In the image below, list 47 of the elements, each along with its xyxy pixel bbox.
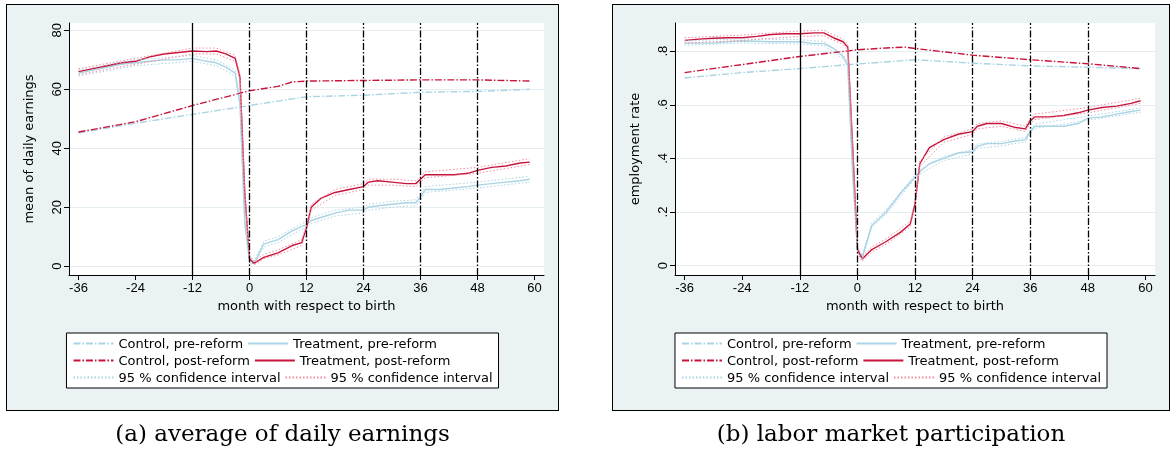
line-series xyxy=(77,88,531,134)
y-tick-label: .6 xyxy=(655,99,670,111)
x-tick-label: 48 xyxy=(1080,280,1096,295)
text: (b) labor market participation xyxy=(715,420,1067,446)
x-tick-label: 60 xyxy=(1138,280,1153,295)
y-tick-label: 40 xyxy=(49,141,64,156)
x-axis-title: month with respect to birth xyxy=(825,298,1005,313)
x-tick-label: -24 xyxy=(126,280,145,295)
x-tick-label: 24 xyxy=(356,280,371,295)
x-tick-label: 36 xyxy=(413,280,428,295)
x-tick-label: -36 xyxy=(69,280,88,295)
legend-label: Control, post-reform xyxy=(118,353,250,368)
legend-label: Control, post-reform xyxy=(726,353,859,368)
legend-label: 95 % confidence interval xyxy=(726,370,890,385)
text: (a) average of daily earnings xyxy=(114,420,451,446)
y-axis-title: mean of daily earnings xyxy=(21,74,36,224)
x-tick-label: 60 xyxy=(527,280,542,295)
x-tick-label: 0 xyxy=(245,280,254,295)
y-tick-label: .8 xyxy=(655,45,670,57)
legend-label: Control, pre-reform xyxy=(118,336,244,351)
x-tick-label: 24 xyxy=(965,280,980,295)
y-tick-label: .2 xyxy=(655,206,670,218)
x-axis-title: month with respect to birth xyxy=(217,298,396,313)
x-tick-label: -24 xyxy=(732,280,752,295)
x-tick-label: -12 xyxy=(790,280,810,295)
y-axis-title: employment rate xyxy=(627,92,642,206)
y-tick-label: 80 xyxy=(49,23,64,38)
legend-label: 95 % confidence interval xyxy=(939,370,1102,385)
legend-label: 95 % confidence interval xyxy=(330,370,493,385)
legend-label: Treatment, pre-reform xyxy=(292,336,437,351)
x-tick-label: 0 xyxy=(853,280,862,295)
y-tick-label: 0 xyxy=(49,262,64,270)
legend-label: Treatment, pre-reform xyxy=(900,336,1046,351)
y-tick-label: .4 xyxy=(655,152,670,164)
y-tick-label: 0 xyxy=(655,262,670,270)
y-tick-label: 60 xyxy=(49,82,64,97)
legend-label: Treatment, post-reform xyxy=(907,353,1059,368)
x-tick-label: -12 xyxy=(183,280,202,295)
y-tick-label: 20 xyxy=(49,199,64,215)
x-tick-label: 48 xyxy=(470,280,485,295)
x-tick-label: 12 xyxy=(907,280,923,295)
legend-label: Treatment, post-reform xyxy=(298,353,451,368)
x-tick-label: 36 xyxy=(1022,280,1038,295)
legend-label: 95 % confidence interval xyxy=(118,370,281,385)
x-tick-label: 12 xyxy=(299,280,314,295)
x-tick-label: -36 xyxy=(675,280,694,295)
legend-label: Control, pre-reform xyxy=(726,336,852,351)
